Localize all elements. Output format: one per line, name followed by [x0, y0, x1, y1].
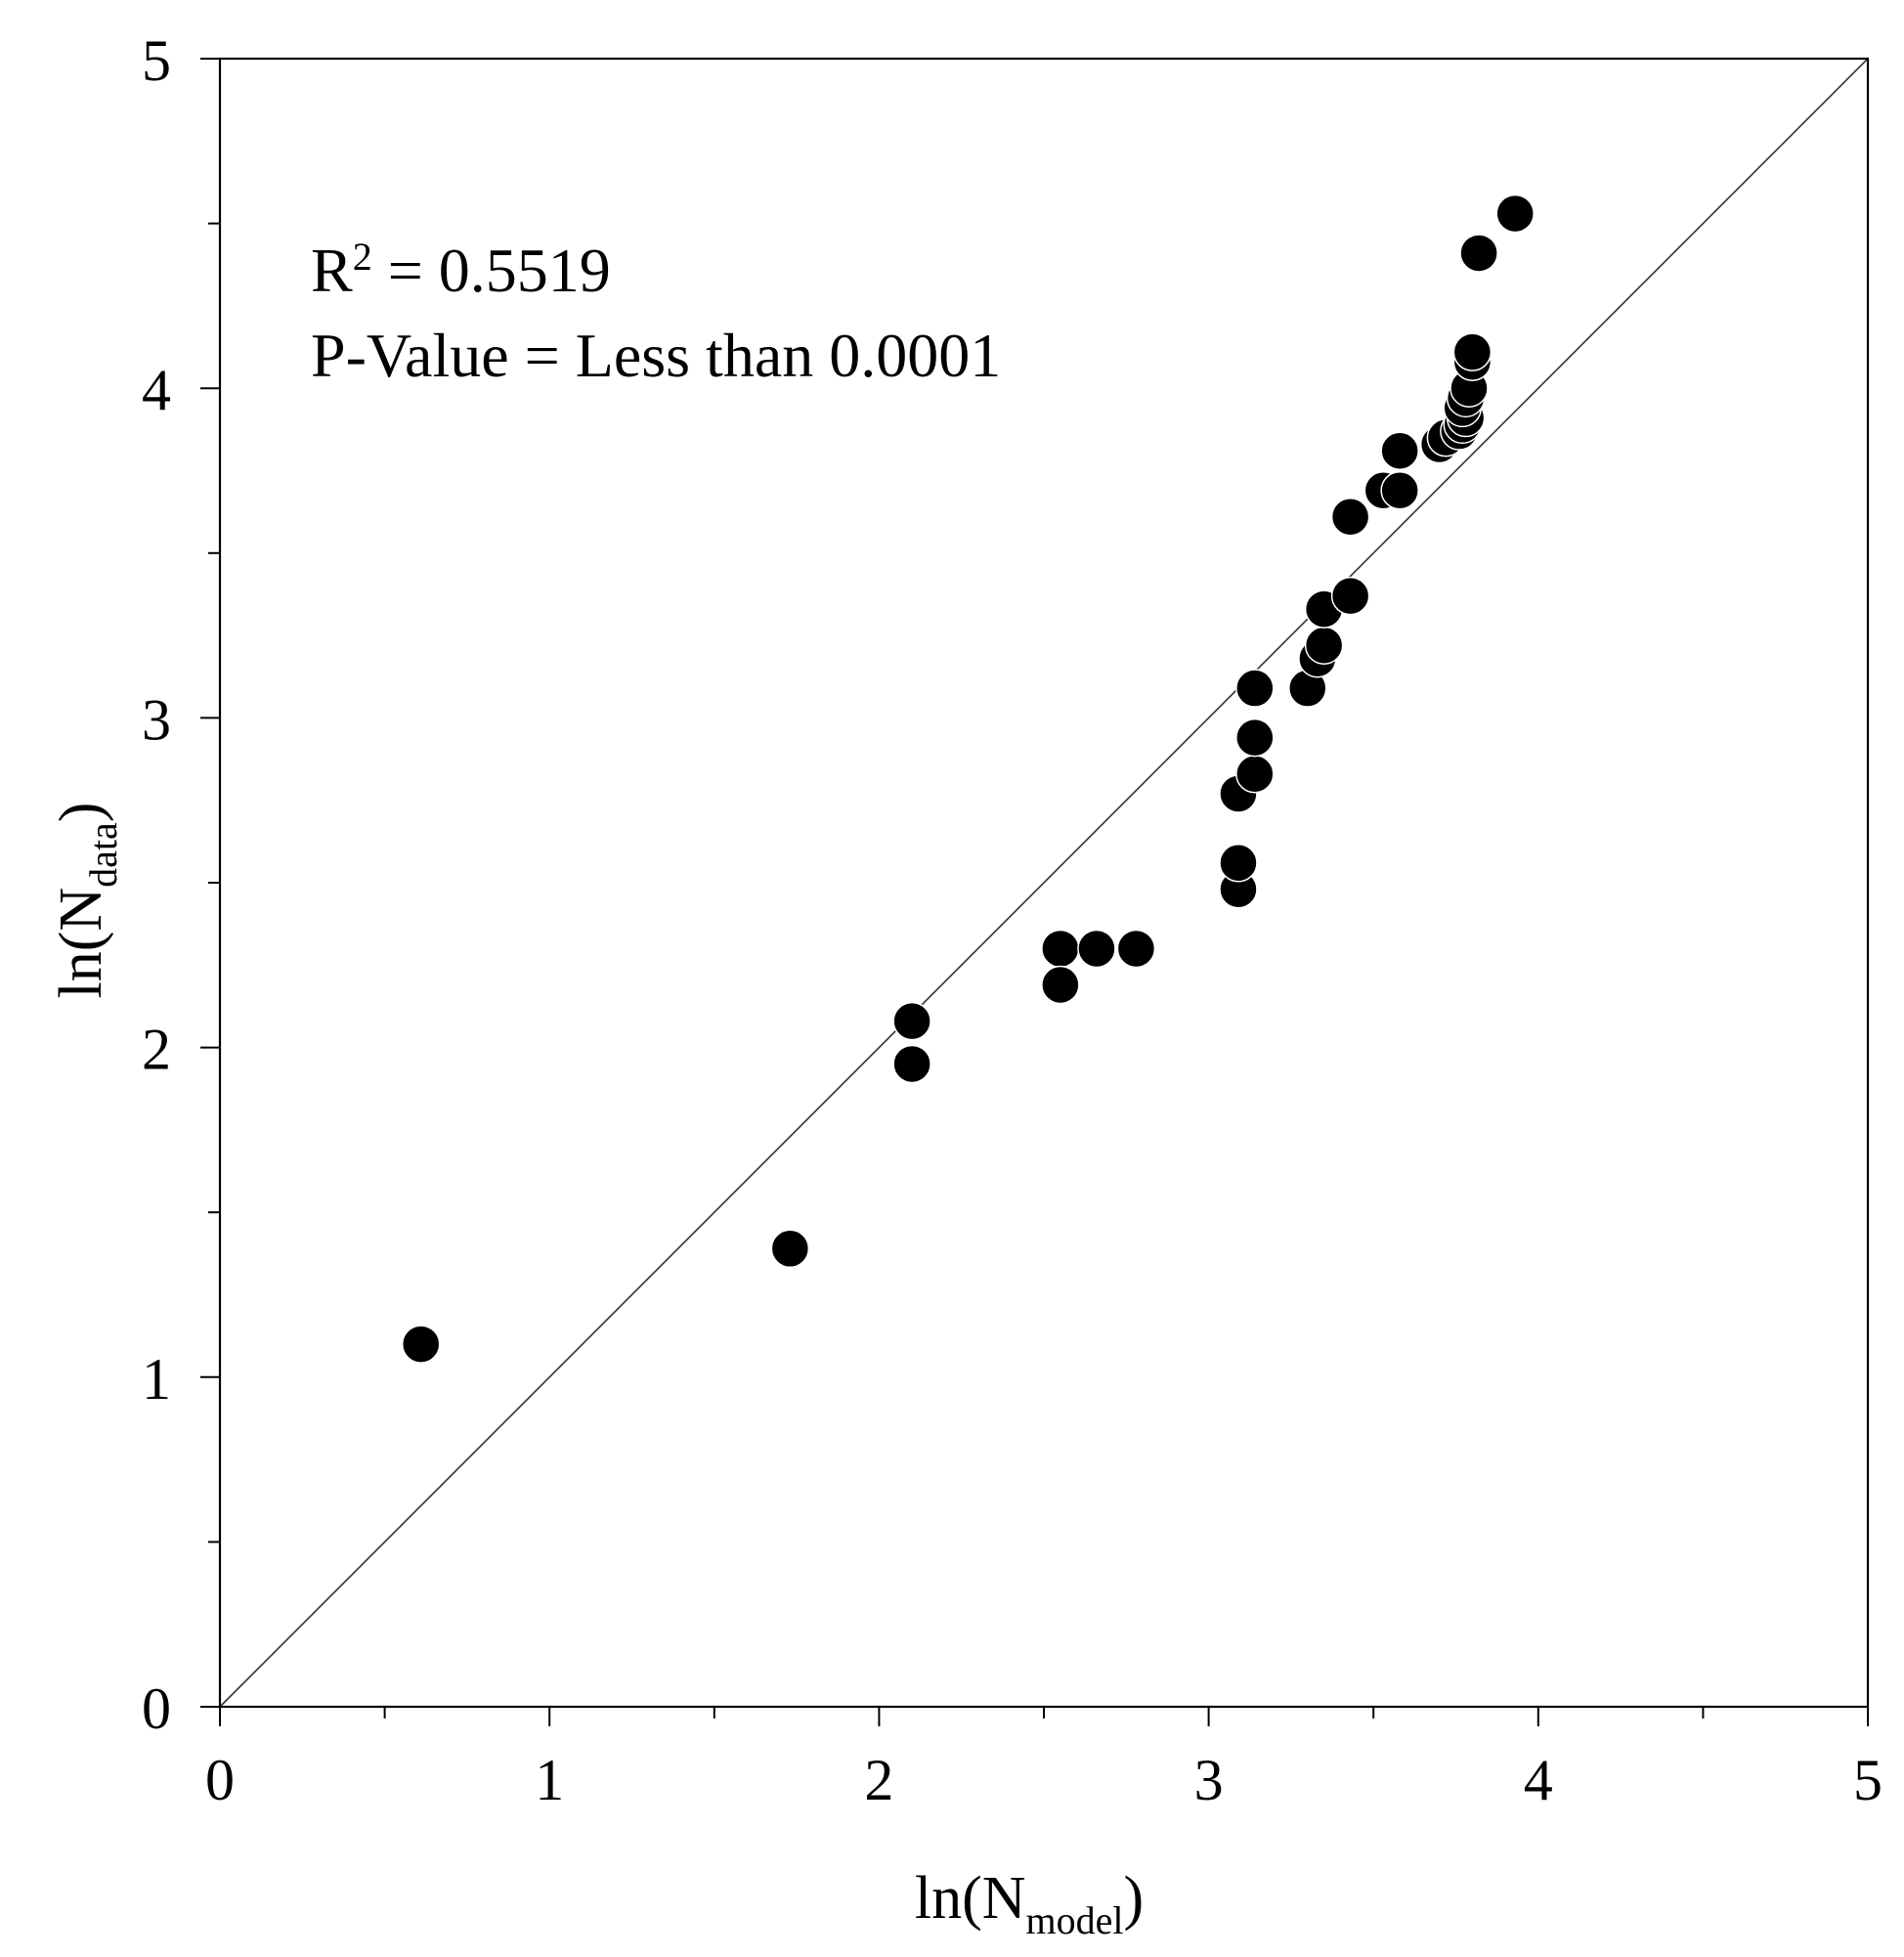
data-point: [1041, 929, 1080, 969]
x-tick-label: 0: [205, 1748, 235, 1812]
data-point: [401, 1325, 441, 1364]
data-point: [770, 1229, 810, 1269]
data-point: [1219, 844, 1258, 883]
x-tick-label: 5: [1853, 1748, 1882, 1812]
r-squared-value: = 0.5519: [372, 236, 611, 305]
data-point: [1116, 929, 1156, 969]
data-point: [1235, 669, 1275, 708]
x-tick-label: 1: [535, 1748, 564, 1812]
y-tick-label: 1: [142, 1347, 171, 1412]
data-point: [892, 1044, 931, 1084]
y-tick-label: 5: [142, 28, 171, 93]
data-point: [1077, 929, 1116, 969]
r-squared-annotation: R2 = 0.5519: [311, 235, 611, 305]
data-point: [1304, 626, 1344, 665]
y-tick-label: 4: [142, 358, 171, 422]
x-axis-title-subscript: model: [1026, 1898, 1124, 1942]
y-tick-label: 0: [142, 1676, 171, 1741]
y-axis-title-suffix: ): [48, 803, 114, 823]
reference-line: [219, 58, 1869, 1708]
data-point: [1452, 332, 1493, 371]
data-point: [1459, 234, 1498, 273]
data-point: [1380, 470, 1419, 510]
data-point: [1495, 194, 1535, 234]
x-tick-label: 3: [1194, 1748, 1224, 1812]
y-tick-label: 2: [142, 1018, 171, 1082]
data-point: [1235, 754, 1275, 794]
x-axis-title-suffix: ): [1123, 1865, 1144, 1932]
y-axis-title: ln(Ndata): [48, 803, 125, 999]
x-tick-label: 2: [864, 1748, 893, 1812]
data-point: [1330, 576, 1370, 616]
y-tick-label: 3: [142, 687, 171, 752]
y-axis-title-prefix: ln(N: [48, 888, 114, 999]
x-tick-label: 4: [1524, 1748, 1553, 1812]
x-axis-title: ln(Nmodel): [915, 1865, 1144, 1942]
data-point: [1041, 965, 1080, 1005]
x-axis-title-prefix: ln(N: [915, 1865, 1026, 1932]
data-point: [1380, 431, 1419, 471]
data-point: [1235, 718, 1275, 758]
p-value-annotation: P-Value = Less than 0.0001: [311, 321, 1001, 390]
y-axis-title-subscript: data: [81, 822, 125, 888]
r-squared-exponent: 2: [353, 235, 372, 279]
data-point: [892, 1001, 931, 1041]
r-squared-symbol: R: [311, 236, 353, 305]
data-point: [1330, 497, 1370, 537]
